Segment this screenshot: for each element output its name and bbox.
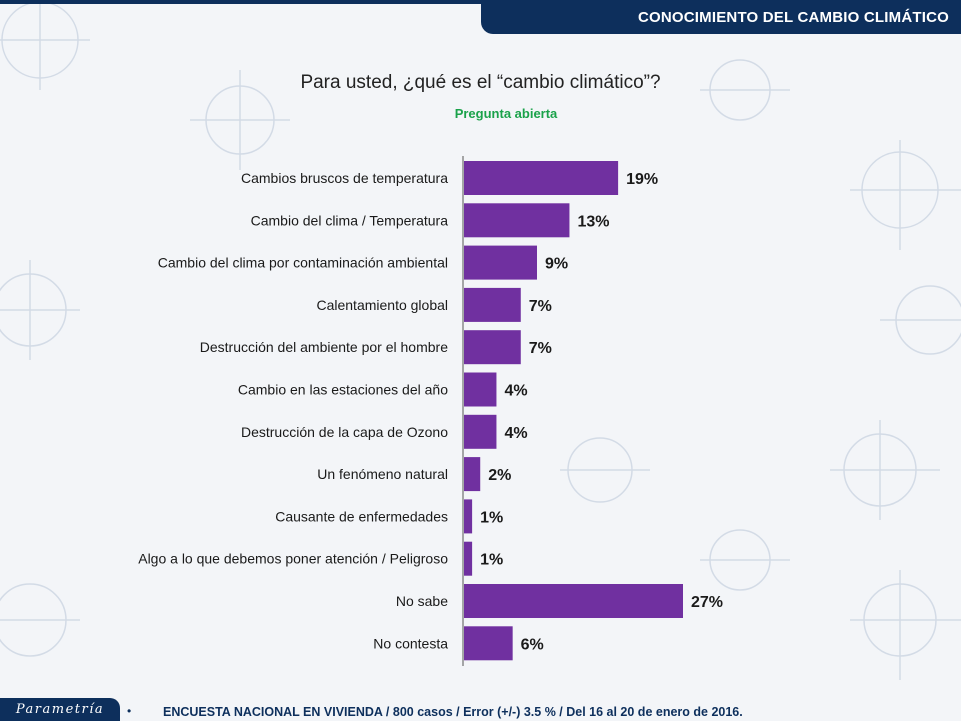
- category-label: No sabe: [396, 593, 448, 609]
- bar: [464, 499, 473, 534]
- bar-value-label: 2%: [488, 467, 511, 484]
- category-label: Calentamiento global: [316, 297, 448, 313]
- bar-value-label: 19%: [626, 171, 658, 188]
- bar: [464, 287, 521, 322]
- footer-logo: Parametría: [0, 698, 120, 721]
- bar-value-label: 4%: [504, 383, 527, 400]
- bar: [464, 372, 497, 407]
- bar-value-label: 27%: [691, 594, 723, 611]
- category-label: Cambio del clima por contaminación ambie…: [158, 255, 448, 271]
- category-label: Destrucción del ambiente por el hombre: [200, 339, 448, 355]
- bar-value-label: 4%: [504, 425, 527, 442]
- bar-value-label: 13%: [577, 213, 609, 230]
- category-label: Cambio en las estaciones del año: [238, 382, 448, 398]
- footer-logo-text: Parametría: [15, 702, 105, 717]
- bar-value-label: 6%: [521, 636, 544, 653]
- header-banner: CONOCIMIENTO DEL CAMBIO CLIMÁTICO: [481, 0, 961, 34]
- bar: [464, 161, 619, 195]
- bar-value-label: 7%: [529, 298, 552, 315]
- bar: [464, 330, 521, 365]
- bar: [464, 541, 473, 576]
- bar: [464, 414, 497, 449]
- category-label: Cambios bruscos de temperatura: [241, 170, 448, 186]
- category-label: Algo a lo que debemos poner atención / P…: [138, 551, 448, 567]
- footer-bullet: •: [127, 704, 132, 718]
- question-subtitle: Pregunta abierta: [454, 106, 558, 121]
- bar: [464, 626, 513, 661]
- category-label: Cambio del clima / Temperatura: [251, 212, 449, 228]
- bar: [464, 584, 683, 618]
- bar-value-label: 1%: [480, 509, 503, 526]
- category-label: Causante de enfermedades: [275, 508, 448, 524]
- bar: [464, 245, 537, 280]
- category-label: Destrucción de la capa de Ozono: [241, 424, 448, 440]
- top-accent-bar: [0, 0, 961, 4]
- bar: [464, 203, 570, 238]
- bar: [464, 457, 481, 492]
- bar-value-label: 7%: [529, 340, 552, 357]
- header-banner-title: CONOCIMIENTO DEL CAMBIO CLIMÁTICO: [637, 8, 949, 26]
- category-label: Un fenómeno natural: [317, 466, 448, 482]
- bar-value-label: 9%: [545, 256, 568, 273]
- bar-value-label: 1%: [480, 552, 503, 569]
- question-title: Para usted, ¿qué es el “cambio climático…: [300, 72, 661, 93]
- category-label: No contesta: [373, 635, 448, 651]
- footer-survey-note: ENCUESTA NACIONAL EN VIVIENDA / 800 caso…: [163, 705, 743, 719]
